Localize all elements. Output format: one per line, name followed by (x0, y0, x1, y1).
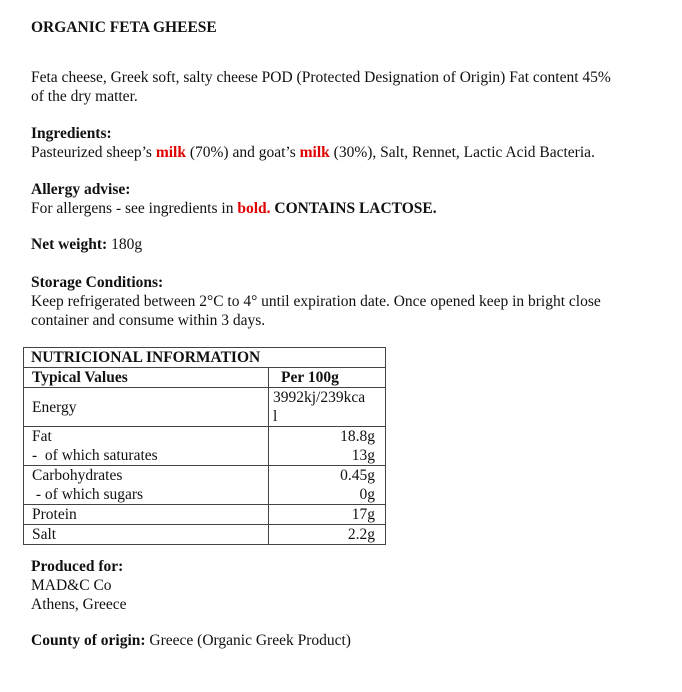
ingredients-text: Pasteurized sheep’s milk (70%) and goat’… (31, 143, 595, 162)
contains-lactose: CONTAINS LACTOSE. (270, 200, 437, 217)
allergy-text: For allergens - see ingredients in (31, 200, 238, 217)
energy-value: 3992kj/239kca l (268, 387, 386, 427)
table-row: Energy 3992kj/239kca l (23, 387, 386, 427)
saturates-value: 13g (351, 447, 375, 464)
sugars-value: 0g (359, 486, 376, 503)
producer-name: MAD&C Co (31, 577, 112, 594)
nutrition-table: NUTRICIONAL INFORMATION Typical Values Pe… (23, 347, 386, 545)
carbs-value: 0.45g (340, 467, 375, 484)
storage-line: Keep refrigerated between 2°C to 4° unti… (31, 293, 601, 310)
origin-value: Greece (Organic Greek Product) (145, 632, 351, 649)
net-weight: Net weight: 180g (31, 235, 142, 254)
allergy-section: Allergy advise: For allergens - see ingr… (31, 180, 437, 218)
storage-line: container and consume within 3 days. (31, 312, 266, 329)
ingredients-heading: Ingredients: (31, 125, 112, 142)
energy-value-line: 3992kj/239kca (273, 389, 366, 406)
ingredient-text: (30%), Salt, Rennet, Lactic Acid Bacteri… (329, 144, 595, 161)
nutrition-title: NUTRICIONAL INFORMATION (23, 347, 386, 368)
allergy-bold-word: bold. (237, 200, 271, 217)
allergen-milk: milk (155, 144, 186, 161)
producer-location: Athens, Greece (31, 596, 127, 613)
protein-label: Protein (23, 504, 269, 525)
protein-value: 17g (268, 504, 386, 525)
ingredients-section: Ingredients: Pasteurized sheep’s milk (7… (31, 124, 595, 162)
table-row: Fat - of which saturates 18.8g 13g (23, 426, 386, 466)
description-line: Feta cheese, Greek soft, salty cheese PO… (31, 69, 611, 86)
ingredient-text: (70%) and goat’s (185, 144, 300, 161)
fat-label: Fat (32, 428, 52, 445)
salt-label: Salt (23, 524, 269, 545)
description: Feta cheese, Greek soft, salty cheese PO… (31, 68, 611, 106)
saturates-label: - of which saturates (32, 447, 158, 464)
origin-label: County of origin: (31, 632, 146, 649)
energy-value-line: l (273, 408, 278, 425)
carbs-label: Carbohydrates (32, 467, 123, 484)
allergen-milk: milk (299, 144, 330, 161)
sugars-label: - of which sugars (32, 486, 144, 503)
description-line: of the dry matter. (31, 88, 138, 105)
produced-section: Produced for: MAD&C Co Athens, Greece (31, 557, 127, 614)
col-header-typical: Typical Values (23, 367, 269, 388)
storage-heading: Storage Conditions: (31, 274, 164, 291)
ingredient-text: Pasteurized sheep’s (31, 144, 156, 161)
table-row: Salt 2.2g (23, 524, 386, 545)
storage-section: Storage Conditions: Keep refrigerated be… (31, 273, 601, 330)
product-title: ORGANIC FETA GHEESE (31, 19, 217, 36)
table-row: Protein 17g (23, 504, 386, 525)
salt-value: 2.2g (268, 524, 386, 545)
col-header-per100g: Per 100g (268, 367, 386, 388)
table-row: Carbohydrates - of which sugars 0.45g 0g (23, 465, 386, 505)
net-weight-value: 180g (107, 236, 143, 253)
net-weight-label: Net weight: (31, 236, 108, 253)
produced-heading: Produced for: (31, 558, 124, 575)
energy-label: Energy (23, 387, 269, 427)
fat-value: 18.8g (340, 428, 375, 445)
origin: County of origin: Greece (Organic Greek … (31, 631, 351, 650)
allergy-heading: Allergy advise: (31, 181, 131, 198)
